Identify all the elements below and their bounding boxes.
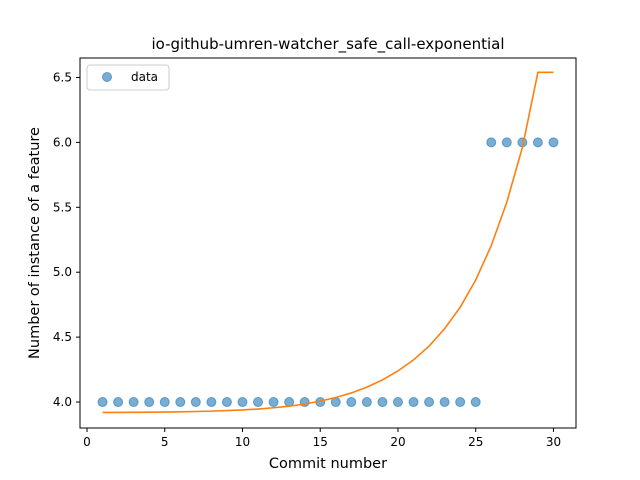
x-tick-label: 30	[546, 435, 561, 449]
x-tick-label: 5	[161, 435, 169, 449]
legend-label-data: data	[131, 70, 158, 84]
data-point	[221, 397, 232, 408]
y-axis-label: Number of instance of a feature	[27, 127, 43, 359]
x-tick-label: 15	[313, 435, 328, 449]
data-point	[128, 397, 139, 408]
data-point	[97, 397, 108, 408]
legend-marker-data	[102, 72, 112, 82]
data-point	[268, 397, 279, 408]
y-tick-label: 5.5	[53, 200, 72, 214]
plot-frame	[79, 57, 577, 429]
x-axis-label: Commit number	[269, 456, 387, 472]
data-point	[377, 397, 388, 408]
data-point	[190, 397, 201, 408]
y-tick-label: 4.5	[53, 330, 72, 344]
chart-title: io-github-umren-watcher_safe_call-expone…	[151, 35, 504, 54]
y-tick-label: 6.0	[53, 135, 72, 149]
data-point	[470, 397, 481, 408]
data-point	[501, 137, 512, 148]
legend: data	[86, 64, 170, 91]
legend-frame	[86, 64, 170, 91]
x-axis: 0 5 10 15 20 25 30	[83, 428, 561, 449]
y-tick-label: 6.5	[53, 70, 72, 84]
y-tick-label: 4.0	[53, 395, 72, 409]
data-point	[144, 397, 155, 408]
data-point	[486, 137, 497, 148]
x-tick-label: 20	[390, 435, 405, 449]
x-tick-label: 0	[83, 435, 91, 449]
data-point	[159, 397, 170, 408]
x-tick-label: 25	[468, 435, 483, 449]
data-point	[253, 397, 264, 408]
y-axis: 4.0 4.5 5.0 5.5 6.0 6.5	[53, 70, 80, 409]
y-tick-label: 5.0	[53, 265, 72, 279]
data-point	[548, 137, 559, 148]
data-point	[113, 397, 124, 408]
data-point	[175, 397, 186, 408]
data-point	[532, 137, 543, 148]
data-point	[424, 397, 435, 408]
data-point	[408, 397, 419, 408]
fit-line	[102, 71, 554, 414]
data-point	[361, 397, 372, 408]
data-point	[455, 397, 466, 408]
data-point	[392, 397, 403, 408]
data-point	[237, 397, 248, 408]
data-point	[439, 397, 450, 408]
data-point	[346, 397, 357, 408]
data-point	[206, 397, 217, 408]
plot-area	[97, 71, 559, 414]
x-tick-label: 10	[235, 435, 250, 449]
